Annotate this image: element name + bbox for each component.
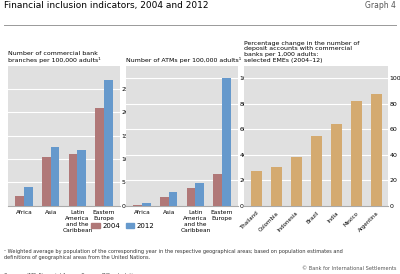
Bar xyxy=(169,192,177,206)
Bar xyxy=(96,108,104,206)
Legend: 2004, 2012: 2004, 2012 xyxy=(88,220,158,232)
Bar xyxy=(250,171,262,206)
Bar xyxy=(310,136,322,206)
Bar xyxy=(370,94,382,206)
Text: Sources: IMF, ​Financial Access Survey​; BIS calculations.: Sources: IMF, ​Financial Access Survey​;… xyxy=(4,273,143,274)
Bar xyxy=(134,205,142,206)
Bar xyxy=(270,167,282,206)
Bar xyxy=(160,197,169,206)
Bar xyxy=(350,101,362,206)
Text: © Bank for International Settlements: © Bank for International Settlements xyxy=(302,266,396,271)
Bar xyxy=(222,78,230,206)
Text: Financial inclusion indicators, 2004 and 2012: Financial inclusion indicators, 2004 and… xyxy=(4,1,208,10)
Bar xyxy=(290,157,302,206)
Bar xyxy=(77,150,86,206)
Bar xyxy=(42,157,51,206)
Bar xyxy=(16,196,24,206)
Bar xyxy=(104,80,112,206)
Text: Graph 4: Graph 4 xyxy=(365,1,396,10)
Text: ¹ Weighted average by population of the corresponding year in the respective geo: ¹ Weighted average by population of the … xyxy=(4,249,343,260)
Bar xyxy=(69,154,77,206)
Bar xyxy=(51,147,59,206)
Text: Number of ATMs per 100,000 adults¹: Number of ATMs per 100,000 adults¹ xyxy=(126,57,241,63)
Bar xyxy=(142,203,150,206)
Text: Number of commercial bank
branches per 100,000 adults¹: Number of commercial bank branches per 1… xyxy=(8,51,101,63)
Bar xyxy=(195,183,204,206)
Text: Percentage change in the number of
deposit accounts with commercial
banks per 1,: Percentage change in the number of depos… xyxy=(244,41,359,63)
Bar xyxy=(214,174,222,206)
Bar xyxy=(330,124,342,206)
Bar xyxy=(24,187,32,206)
Bar xyxy=(187,188,195,206)
